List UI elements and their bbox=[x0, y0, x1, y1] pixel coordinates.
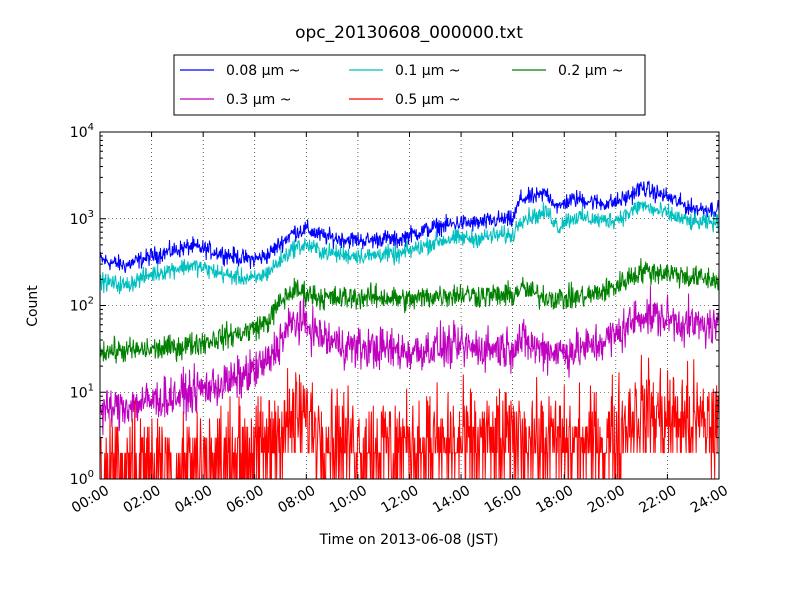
legend: 0.08 μm ~ 0.1 μm ~ 0.2 μm ~ 0.3 μm ~ 0.5 μm … bbox=[173, 54, 646, 116]
legend-entry: 0.1 μm ~ bbox=[395, 63, 460, 79]
plot-area bbox=[100, 180, 719, 479]
y-tick-label: 101 bbox=[70, 382, 94, 401]
y-tick-label: 103 bbox=[70, 209, 94, 228]
series-line bbox=[100, 180, 719, 274]
x-axis-label: Time on 2013-06-08 (JST) bbox=[319, 532, 499, 548]
legend-entry: 0.3 μm ~ bbox=[226, 92, 291, 108]
y-tick-exponent: 2 bbox=[88, 296, 94, 307]
series-line bbox=[100, 258, 719, 364]
y-tick-base: 10 bbox=[70, 472, 88, 488]
y-tick-exponent: 0 bbox=[88, 469, 94, 480]
y-axis-label: Count bbox=[25, 285, 41, 327]
legend-entry: 0.08 μm ~ bbox=[226, 63, 300, 79]
legend-entry: 0.5 μm ~ bbox=[395, 92, 460, 108]
chart-title: opc_20130608_000000.txt bbox=[295, 23, 523, 43]
y-tick-exponent: 1 bbox=[88, 382, 94, 393]
y-tick-base: 10 bbox=[70, 125, 88, 141]
series-line bbox=[100, 285, 719, 436]
legend-box bbox=[173, 54, 646, 116]
series-line bbox=[100, 200, 719, 295]
y-tick-label: 100 bbox=[70, 469, 94, 488]
y-tick-base: 10 bbox=[70, 212, 88, 228]
y-tick-base: 10 bbox=[70, 385, 88, 401]
y-tick-base: 10 bbox=[70, 299, 88, 315]
y-tick-exponent: 3 bbox=[88, 209, 94, 220]
y-tick-exponent: 4 bbox=[88, 122, 94, 133]
y-tick-label: 102 bbox=[70, 296, 94, 315]
series-line bbox=[100, 354, 719, 479]
legend-entry: 0.2 μm ~ bbox=[558, 63, 623, 79]
y-tick-label: 104 bbox=[70, 122, 94, 141]
